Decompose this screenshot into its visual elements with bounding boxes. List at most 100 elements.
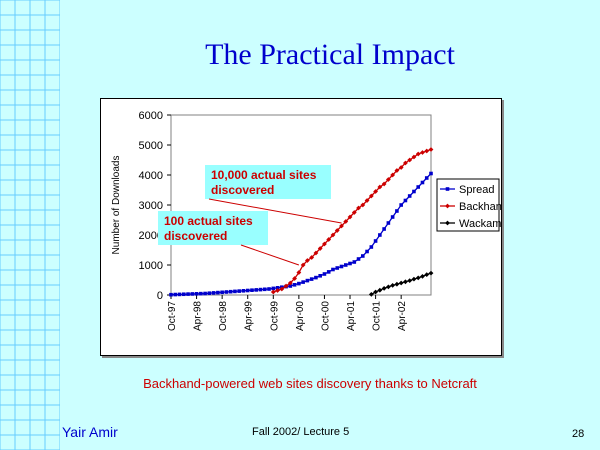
data-point bbox=[390, 172, 396, 178]
callout-text: discovered bbox=[164, 229, 227, 243]
data-point bbox=[360, 202, 366, 208]
callout-text: discovered bbox=[211, 183, 274, 197]
data-point bbox=[216, 290, 220, 295]
data-point bbox=[348, 261, 352, 266]
y-axis-label: Number of Downloads bbox=[111, 156, 122, 255]
data-point bbox=[300, 262, 306, 268]
x-tick-label: Apr-01 bbox=[346, 301, 357, 331]
data-point bbox=[335, 266, 340, 270]
data-point bbox=[347, 214, 353, 220]
x-tick-label: Oct-99 bbox=[269, 301, 280, 331]
data-point bbox=[361, 254, 365, 258]
callout-arrow bbox=[240, 244, 300, 266]
data-point bbox=[368, 193, 374, 199]
data-point bbox=[220, 290, 224, 295]
data-point bbox=[326, 270, 331, 274]
data-point bbox=[271, 286, 276, 291]
data-point bbox=[275, 286, 280, 290]
data-point bbox=[254, 288, 259, 292]
data-point bbox=[390, 215, 395, 219]
data-point bbox=[199, 291, 203, 296]
data-point bbox=[287, 280, 293, 286]
data-point bbox=[420, 180, 425, 185]
data-point bbox=[313, 250, 319, 256]
data-point bbox=[424, 272, 430, 277]
data-point bbox=[288, 284, 293, 288]
data-point bbox=[297, 281, 301, 286]
data-point bbox=[241, 289, 246, 293]
data-point bbox=[381, 286, 387, 291]
data-point bbox=[186, 292, 190, 296]
data-point bbox=[412, 189, 416, 194]
data-point bbox=[445, 187, 450, 191]
data-point bbox=[445, 220, 450, 226]
data-point bbox=[203, 291, 207, 296]
data-point bbox=[382, 227, 386, 231]
data-point bbox=[309, 255, 315, 260]
data-point bbox=[445, 203, 450, 209]
data-point bbox=[326, 237, 332, 242]
data-point bbox=[378, 233, 382, 237]
grid-decoration bbox=[0, 0, 60, 450]
legend-label: Wackamole bbox=[459, 218, 501, 230]
page-number: 28 bbox=[572, 428, 585, 440]
data-point bbox=[420, 150, 425, 155]
data-point bbox=[317, 246, 323, 251]
callout-box bbox=[158, 211, 268, 245]
y-tick-label: 4000 bbox=[139, 170, 163, 182]
data-point bbox=[301, 280, 305, 284]
x-tick-label: Oct-01 bbox=[372, 301, 383, 331]
data-point bbox=[292, 283, 297, 287]
callout-box bbox=[205, 165, 331, 199]
data-point bbox=[267, 287, 271, 291]
data-point bbox=[415, 275, 421, 281]
x-tick-label: Apr-02 bbox=[397, 301, 408, 331]
lecture-label: Fall 2002/ Lecture 5 bbox=[252, 426, 350, 438]
data-point bbox=[403, 160, 408, 166]
callout-text: 100 actual sites bbox=[164, 214, 253, 228]
y-tick-label: 1000 bbox=[139, 260, 163, 272]
chart-panel: 0 1000 2000 3000 4000 5000 6000 Oct-97 Apr-98 Oct… bbox=[100, 98, 502, 356]
callout-text: 10,000 actual sites bbox=[211, 168, 317, 182]
data-point bbox=[424, 148, 430, 154]
data-point bbox=[395, 209, 399, 213]
data-point bbox=[309, 277, 314, 281]
data-point bbox=[237, 289, 241, 293]
data-point bbox=[339, 223, 344, 229]
slide-caption: Backhand-powered web sites discovery tha… bbox=[143, 376, 477, 391]
data-point bbox=[339, 264, 344, 269]
data-point bbox=[399, 203, 403, 207]
legend-label: Backhand bbox=[459, 201, 501, 213]
y-tick-label: 3000 bbox=[139, 200, 163, 212]
data-point bbox=[330, 232, 336, 238]
data-point bbox=[190, 292, 195, 296]
y-tick-label: 6000 bbox=[139, 110, 163, 122]
data-point bbox=[314, 275, 318, 280]
callout-arrow bbox=[208, 198, 342, 224]
data-point bbox=[411, 154, 417, 160]
data-point bbox=[386, 221, 391, 225]
data-point bbox=[356, 257, 361, 261]
data-point bbox=[296, 270, 302, 275]
data-point bbox=[377, 287, 383, 293]
data-point bbox=[364, 198, 370, 203]
data-point bbox=[407, 194, 412, 198]
data-point bbox=[250, 288, 254, 292]
data-point bbox=[279, 286, 285, 292]
data-point bbox=[245, 288, 250, 293]
slide-title: The Practical Impact bbox=[205, 38, 455, 71]
data-point bbox=[390, 283, 396, 288]
data-point bbox=[169, 292, 173, 297]
data-point bbox=[403, 279, 408, 285]
data-point bbox=[381, 181, 387, 187]
data-point bbox=[351, 210, 357, 215]
data-point bbox=[407, 157, 413, 163]
data-point bbox=[305, 278, 310, 283]
data-point bbox=[343, 263, 348, 267]
data-point bbox=[275, 288, 280, 293]
data-point bbox=[407, 278, 413, 283]
data-point bbox=[352, 260, 357, 264]
data-point bbox=[377, 184, 383, 190]
x-tick-label: Apr-00 bbox=[295, 301, 306, 331]
data-point bbox=[424, 176, 429, 180]
